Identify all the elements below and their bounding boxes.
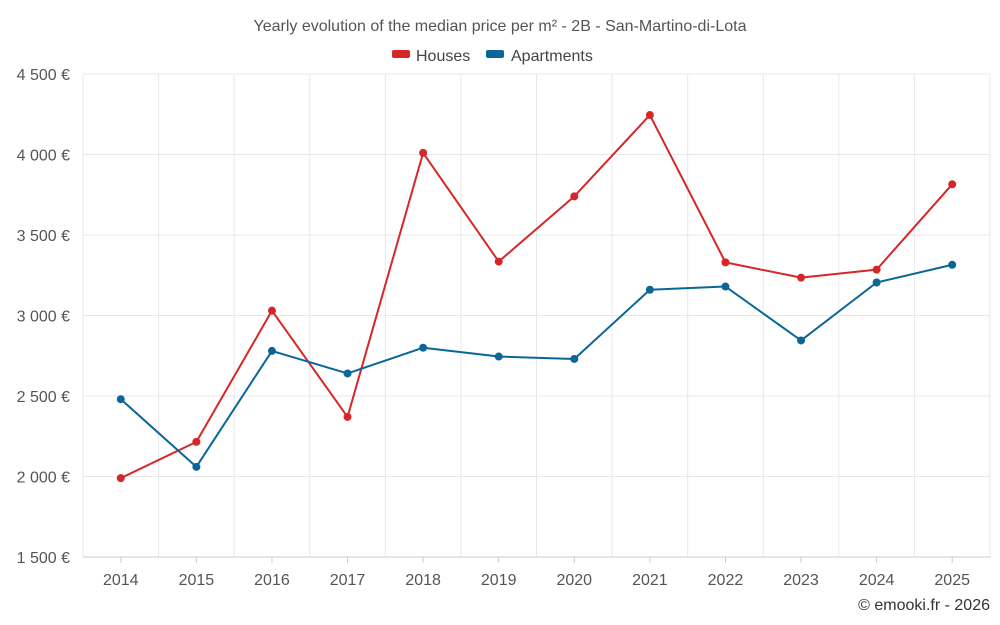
x-tick-label-2023: 2023 (783, 572, 819, 589)
data-point-houses-2019 (494, 257, 503, 266)
data-point-houses-2021 (645, 111, 654, 120)
data-point-apartments-2022 (721, 282, 730, 291)
x-tick-label-2018: 2018 (405, 572, 441, 589)
y-tick-label-4500: 4 500 € (17, 67, 70, 84)
x-tick-label-2024: 2024 (859, 572, 895, 589)
data-point-houses-2024 (872, 265, 881, 274)
data-point-houses-2025 (948, 180, 957, 189)
data-point-houses-2022 (721, 258, 730, 267)
legend-item-houses[interactable]: Houses (392, 48, 470, 65)
x-tick-label-2022: 2022 (708, 572, 744, 589)
x-tick-label-2017: 2017 (330, 572, 366, 589)
series-houses (116, 111, 957, 483)
data-point-apartments-2017 (343, 369, 352, 378)
data-point-apartments-2020 (570, 354, 579, 363)
data-point-apartments-2019 (494, 352, 503, 361)
x-tick-label-2014: 2014 (103, 572, 139, 589)
legend-item-apartments[interactable]: Apartments (486, 48, 593, 65)
y-tick-label-1500: 1 500 € (17, 550, 70, 567)
legend-swatch-houses (392, 50, 410, 58)
y-tick-label-3000: 3 000 € (17, 309, 70, 326)
legend-swatch-apartments (486, 50, 504, 58)
legend-label-houses: Houses (416, 48, 470, 65)
x-tick-label-2016: 2016 (254, 572, 290, 589)
y-tick-label-2000: 2 000 € (17, 470, 70, 487)
x-tick-label-2020: 2020 (556, 572, 592, 589)
y-tick-label-2500: 2 500 € (17, 389, 70, 406)
data-point-apartments-2021 (645, 285, 654, 294)
x-tick-label-2025: 2025 (934, 572, 970, 589)
x-tick-label-2015: 2015 (179, 572, 215, 589)
series-apartments (116, 260, 957, 471)
y-tick-label-3500: 3 500 € (17, 228, 70, 245)
series-line-houses (120, 114, 953, 480)
data-point-apartments-2014 (116, 395, 125, 404)
chart-title: Yearly evolution of the median price per… (254, 18, 747, 35)
data-point-apartments-2015 (192, 462, 201, 471)
data-point-houses-2020 (570, 192, 579, 201)
data-point-houses-2014 (116, 474, 125, 483)
data-point-apartments-2016 (267, 346, 276, 355)
y-tick-label-4000: 4 000 € (17, 148, 70, 165)
x-tick-label-2019: 2019 (481, 572, 517, 589)
copyright-text: © emooki.fr - 2026 (858, 597, 990, 614)
series-line-apartments (120, 263, 953, 468)
data-point-apartments-2024 (872, 278, 881, 287)
data-point-apartments-2023 (797, 336, 806, 345)
data-point-houses-2015 (192, 437, 201, 446)
data-point-houses-2018 (419, 148, 428, 157)
grid (82, 73, 991, 558)
legend: Houses Apartments (392, 48, 593, 65)
data-point-houses-2016 (267, 306, 276, 315)
x-tick-label-2021: 2021 (632, 572, 668, 589)
legend-label-apartments: Apartments (511, 48, 593, 65)
y-axis: 1 500 € 2 000 € 2 500 € 3 000 € 3 500 € 4 000… (17, 67, 70, 567)
data-point-houses-2023 (797, 273, 806, 282)
data-point-apartments-2025 (948, 260, 957, 269)
data-point-houses-2017 (343, 412, 352, 421)
data-point-apartments-2018 (419, 343, 428, 352)
series (116, 111, 957, 483)
x-axis: 2014 2015 2016 2017 2018 2019 2020 2021 2022 2023… (83, 556, 990, 589)
